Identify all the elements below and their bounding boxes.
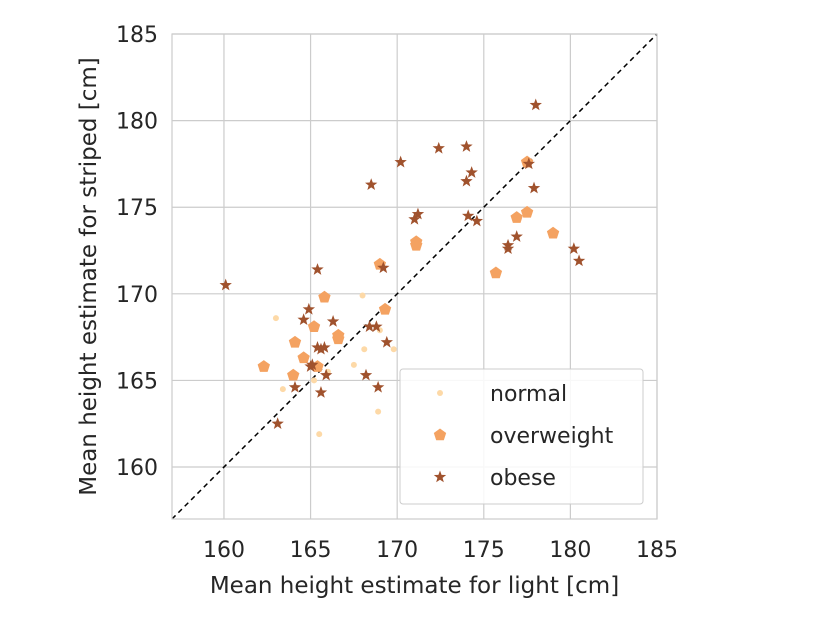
legend-item-obese: obese: [433, 466, 556, 491]
obese-point: [314, 386, 328, 398]
overweight-point: [257, 360, 270, 372]
obese-point: [465, 166, 478, 178]
obese-point: [304, 360, 317, 372]
series-normal: [272, 292, 397, 438]
legend-label-overweight: overweight: [490, 424, 614, 449]
obese-point: [311, 263, 324, 275]
normal-point: [361, 346, 368, 353]
normal-point: [390, 346, 397, 353]
overweight-point: [287, 368, 300, 381]
reference-diagonal-line: [171, 33, 658, 520]
legend-marker-obese: [433, 470, 447, 483]
obese-point: [394, 155, 407, 168]
obese-point: [271, 417, 284, 429]
overweight-point: [288, 335, 302, 348]
obese-point: [460, 174, 473, 187]
normal-point: [316, 431, 323, 438]
series-overweight: [257, 155, 560, 381]
obese-point: [460, 140, 473, 152]
obese-point: [319, 368, 333, 381]
obese-point: [371, 380, 385, 393]
x-tick-label: 175: [463, 538, 505, 563]
obese-point: [462, 209, 475, 222]
obese-point: [377, 261, 390, 274]
legend-box: [399, 368, 644, 505]
obese-point: [302, 302, 316, 315]
overweight-point: [307, 320, 321, 332]
x-tick-label: 165: [290, 538, 332, 563]
obese-point: [306, 358, 319, 371]
obese-point: [527, 181, 541, 194]
y-tick-label: 160: [116, 456, 158, 481]
obese-point: [365, 178, 378, 190]
obese-point: [470, 214, 484, 227]
y-axis-ticks: 160 165 170 175 180 185: [116, 23, 158, 481]
y-tick-label: 180: [116, 110, 158, 135]
legend-marker-normal: [437, 390, 443, 396]
obese-point: [501, 242, 515, 255]
y-tick-label: 170: [116, 283, 158, 308]
normal-point: [359, 292, 366, 299]
x-tick-label: 170: [376, 538, 418, 563]
overweight-point: [410, 238, 423, 251]
obese-point: [567, 242, 581, 255]
overweight-point: [297, 351, 310, 364]
series-obese: [219, 98, 586, 429]
overweight-point: [318, 290, 331, 303]
normal-point: [272, 315, 279, 322]
obese-point: [380, 335, 393, 348]
obese-point: [529, 98, 542, 111]
y-axis-label: Mean height estimate for striped [cm]: [76, 57, 102, 496]
obese-point: [510, 230, 523, 242]
overweight-point: [378, 302, 392, 315]
y-tick-label: 175: [116, 196, 158, 221]
obese-point: [359, 368, 373, 381]
obese-point: [311, 341, 324, 353]
x-tick-label: 185: [636, 538, 678, 563]
x-tick-label: 180: [549, 538, 591, 563]
obese-point: [314, 342, 328, 355]
legend-item-normal: normal: [437, 382, 567, 407]
x-axis-ticks: 160 165 170 175 180 185: [203, 538, 678, 563]
x-tick-label: 160: [203, 538, 245, 563]
y-tick-label: 185: [116, 23, 158, 48]
obese-point: [297, 313, 310, 326]
x-axis-label: Mean height estimate for light [cm]: [210, 573, 619, 599]
obese-point: [318, 341, 331, 353]
overweight-point: [520, 205, 534, 218]
overweight-point: [546, 226, 560, 239]
legend-item-overweight: overweight: [433, 424, 614, 449]
legend-label-normal: normal: [490, 382, 567, 407]
y-tick-label: 165: [116, 369, 158, 394]
obese-point: [219, 278, 232, 291]
legend-marker-overweight: [433, 428, 447, 441]
obese-point: [363, 320, 376, 332]
obese-point: [288, 380, 302, 393]
normal-point: [375, 408, 382, 415]
obese-point: [572, 254, 586, 267]
obese-point: [522, 157, 535, 170]
overweight-point: [510, 211, 523, 223]
obese-point: [432, 141, 445, 154]
legend: normal overweight obese: [399, 368, 644, 505]
plot-frame: [171, 33, 658, 520]
normal-point: [311, 377, 318, 384]
normal-point: [350, 361, 357, 368]
obese-point: [370, 320, 383, 332]
legend-label-obese: obese: [490, 466, 556, 491]
overweight-point: [489, 266, 503, 279]
normal-point: [279, 386, 286, 393]
overweight-point: [332, 332, 345, 345]
obese-point: [326, 315, 340, 327]
obese-point: [411, 207, 425, 220]
data-points: [219, 98, 586, 438]
